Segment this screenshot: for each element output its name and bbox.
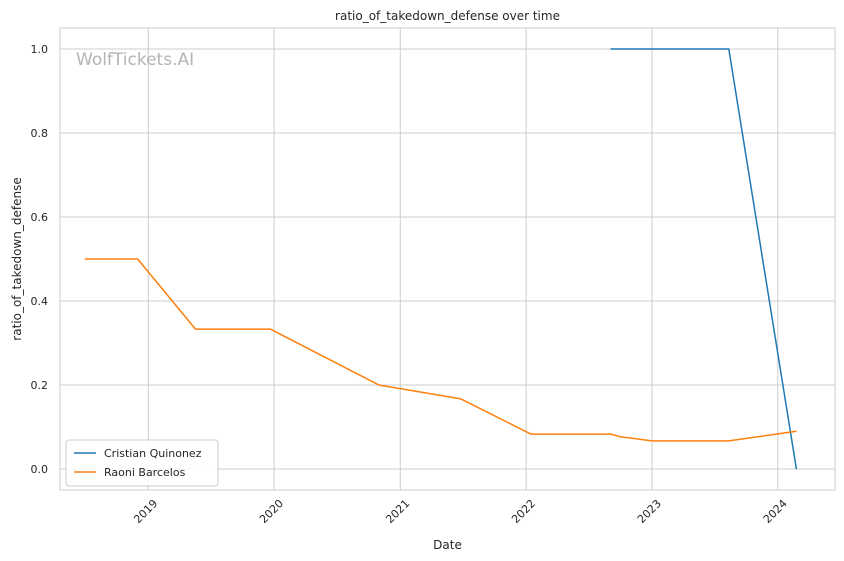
chart-title: ratio_of_takedown_defense over time [335, 9, 560, 23]
watermark: WolfTickets.AI [76, 50, 194, 70]
legend-label: Raoni Barcelos [104, 466, 186, 479]
grid [60, 28, 835, 490]
legend: Cristian Quinonez Raoni Barcelos [65, 439, 219, 487]
y-tick-label: 0.2 [31, 379, 49, 392]
series-layer [84, 48, 798, 470]
series-line-2 [84, 258, 797, 442]
y-tick-label: 0.6 [31, 211, 49, 224]
y-tick-label: 0.8 [31, 127, 49, 140]
y-tick-label: 0.0 [31, 463, 49, 476]
series-line-1 [610, 48, 798, 470]
legend-box [65, 439, 219, 487]
plot-frame [59, 27, 836, 491]
y-axis-title: ratio_of_takedown_defense [10, 177, 24, 340]
y-tick-label: 1.0 [31, 43, 49, 56]
y-tick-label: 0.4 [31, 295, 49, 308]
x-axis-title: Date [433, 538, 462, 552]
legend-label: Cristian Quinonez [104, 447, 202, 460]
